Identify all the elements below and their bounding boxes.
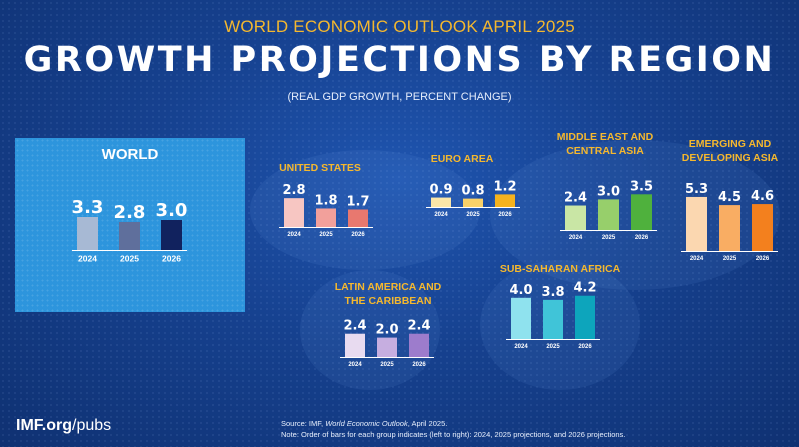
bar-latin-america-caribbean-2025 <box>377 337 397 357</box>
chart-title-sub-saharan-africa: SUB-SAHARAN AFRICA <box>499 263 621 275</box>
source-line: Source: IMF, World Economic Outlook, Apr… <box>281 418 625 429</box>
year-label: 2025 <box>546 344 560 350</box>
year-label: 2024 <box>690 256 704 262</box>
year-label: 2026 <box>412 362 426 368</box>
source-italic: World Economic Outlook <box>325 419 408 428</box>
bar-emerging-developing-asia-2026 <box>752 204 773 251</box>
data-label: 2.8 <box>114 202 146 223</box>
year-label: 2024 <box>287 232 301 238</box>
chart-title-middle-east-central-asia: MIDDLE EAST AND CENTRAL ASIA <box>556 131 654 157</box>
data-label: 5.3 <box>685 182 708 197</box>
bar-world-2024 <box>77 217 98 250</box>
brand-bold: IMF.org <box>16 417 72 434</box>
data-label: 4.0 <box>509 283 532 298</box>
bar-united-states-2025 <box>316 208 336 227</box>
data-label: 4.6 <box>751 189 774 204</box>
bar-united-states-2026 <box>348 209 368 227</box>
data-label: 2.4 <box>407 319 430 334</box>
note-line: Note: Order of bars for each group indic… <box>281 430 626 439</box>
year-label: 2024 <box>348 362 362 368</box>
bar-latin-america-caribbean-2026 <box>409 333 429 357</box>
subtitle: (REAL GDP GROWTH, PERCENT CHANGE) <box>287 91 512 103</box>
bar-latin-america-caribbean-2024 <box>345 333 365 357</box>
page-title: GROWTH PROJECTIONS BY REGION <box>23 40 776 80</box>
data-label: 3.5 <box>630 179 653 194</box>
data-label: 3.0 <box>156 200 188 221</box>
data-label: 4.5 <box>718 190 741 205</box>
year-label: 2025 <box>120 254 139 264</box>
year-label: 2025 <box>319 232 333 238</box>
year-label: 2025 <box>723 256 737 262</box>
year-label: 2024 <box>514 344 528 350</box>
data-label: 3.3 <box>72 197 104 218</box>
bar-sub-saharan-africa-2025 <box>543 299 563 339</box>
year-label: 2026 <box>578 344 592 350</box>
bar-sub-saharan-africa-2024 <box>511 297 531 339</box>
brand-rest: /pubs <box>72 417 112 434</box>
year-label: 2026 <box>756 256 770 262</box>
source-prefix: Source: IMF, <box>281 419 326 428</box>
data-label: 3.0 <box>597 184 620 199</box>
bar-emerging-developing-asia-2025 <box>719 205 740 251</box>
data-label: 3.8 <box>541 285 564 300</box>
year-label: 2026 <box>162 254 181 264</box>
chart-title-world: WORLD <box>101 146 159 163</box>
chart-title-emerging-developing-asia: EMERGING AND DEVELOPING ASIA <box>681 138 779 164</box>
data-label: 2.4 <box>343 319 366 334</box>
imf-logo-text[interactable]: IMF.org/pubs <box>16 417 111 435</box>
bar-euro-area-2024 <box>431 197 451 207</box>
bar-world-2025 <box>119 222 140 250</box>
data-label: 0.8 <box>461 184 484 199</box>
supertitle: WORLD ECONOMIC OUTLOOK APRIL 2025 <box>224 17 575 36</box>
data-label: 2.4 <box>564 191 587 206</box>
bar-euro-area-2026 <box>495 194 515 207</box>
data-label: 1.2 <box>493 179 516 194</box>
bar-middle-east-central-asia-2024 <box>565 205 586 230</box>
source-note: Source: IMF, World Economic Outlook, Apr… <box>281 418 625 440</box>
data-label: 1.7 <box>346 194 369 209</box>
year-label: 2026 <box>351 232 365 238</box>
year-label: 2025 <box>380 362 394 368</box>
data-label: 2.8 <box>282 183 305 198</box>
year-label: 2026 <box>498 212 512 218</box>
bar-middle-east-central-asia-2026 <box>631 194 652 230</box>
year-label: 2024 <box>78 254 97 264</box>
chart-title-united-states: UNITED STATES <box>279 162 361 174</box>
bar-euro-area-2025 <box>463 198 483 207</box>
year-label: 2026 <box>635 235 649 241</box>
bar-emerging-developing-asia-2024 <box>686 196 707 251</box>
year-label: 2025 <box>602 235 616 241</box>
bar-world-2026 <box>161 220 182 250</box>
data-label: 2.0 <box>375 323 398 338</box>
bar-sub-saharan-africa-2026 <box>575 295 595 339</box>
data-label: 1.8 <box>314 193 337 208</box>
year-label: 2024 <box>569 235 583 241</box>
map-continent-shape <box>300 270 440 390</box>
data-label: 0.9 <box>429 183 452 198</box>
bar-middle-east-central-asia-2025 <box>598 199 619 230</box>
year-label: 2024 <box>434 212 448 218</box>
source-suffix: , April 2025. <box>407 419 448 428</box>
chart-title-latin-america-caribbean: LATIN AMERICA AND THE CARIBBEAN <box>334 281 442 307</box>
data-label: 4.2 <box>573 281 596 296</box>
chart-title-euro-area: EURO AREA <box>430 153 494 165</box>
year-label: 2025 <box>466 212 480 218</box>
bar-united-states-2024 <box>284 198 304 227</box>
